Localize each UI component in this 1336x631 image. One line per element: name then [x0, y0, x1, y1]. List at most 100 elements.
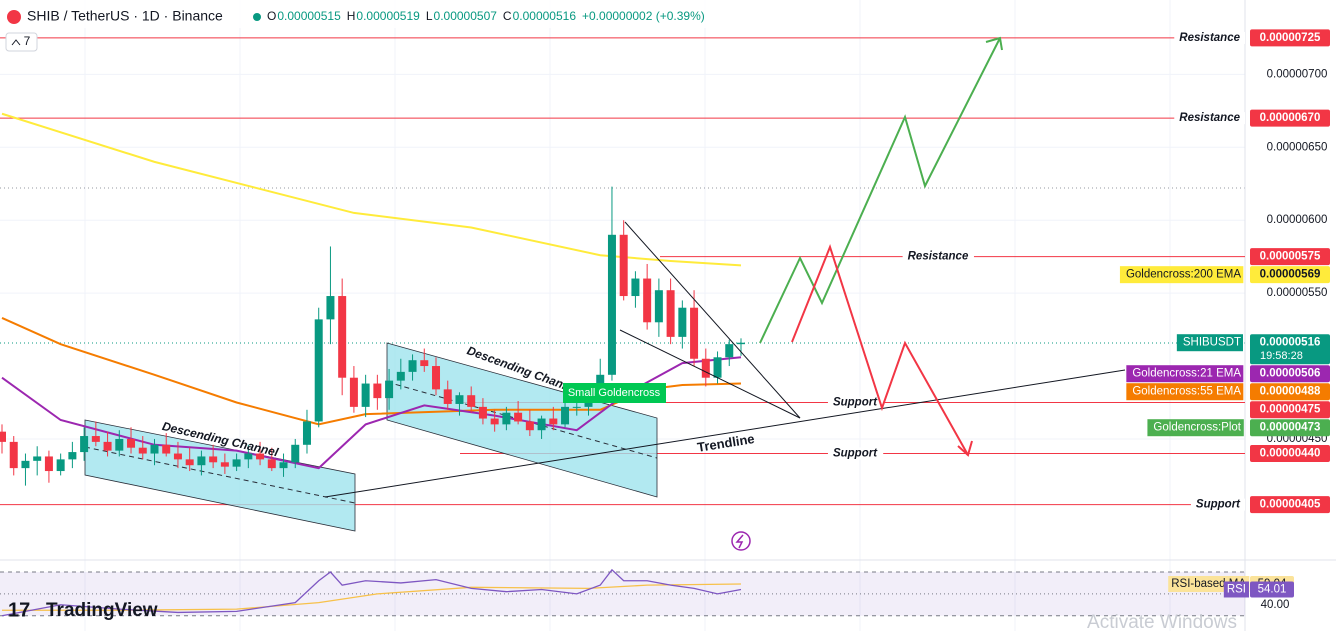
price-tag-label: 0.00000440 — [1260, 448, 1321, 460]
candle-body — [256, 453, 265, 460]
candle-body — [678, 307, 687, 337]
ohlc-value: 0.00000507 — [434, 9, 498, 23]
candle-body — [9, 441, 18, 469]
marker-name-bg — [1126, 365, 1244, 383]
event-icon[interactable] — [731, 531, 751, 551]
indicator-toggle[interactable] — [5, 32, 38, 52]
marker-name: Goldencross:Plot — [1153, 422, 1241, 434]
grid — [0, 0, 1245, 631]
candle-body — [338, 296, 347, 378]
y-tick-label: 0.00000550 — [1267, 287, 1328, 299]
symbol-logo — [7, 10, 21, 24]
candle-body — [525, 421, 534, 431]
candle-body — [56, 459, 65, 472]
ohlc-key: H — [347, 9, 356, 23]
price-tag — [1250, 365, 1330, 383]
candle-body — [197, 456, 206, 466]
level-name: Support — [1196, 499, 1241, 511]
candle-body — [80, 436, 89, 453]
price-tag — [1250, 383, 1330, 401]
candle-body — [572, 406, 581, 408]
candle-body — [443, 389, 452, 404]
price-tag-label: 0.00000670 — [1260, 112, 1321, 124]
candle-body — [725, 344, 734, 358]
price-tag-sub: 19:58:28 — [1260, 350, 1303, 362]
annotation-box — [563, 383, 666, 403]
candle-body — [385, 380, 394, 399]
candle-body — [420, 360, 429, 367]
candle-body — [561, 406, 570, 425]
price-tag-label: 0.00000473 — [1260, 422, 1321, 434]
brand-name: TradingView — [46, 600, 158, 621]
candle-body — [185, 459, 194, 466]
price-tag-label: 0.00000516 — [1260, 337, 1321, 349]
level-name: Resistance — [908, 251, 969, 263]
price-tag — [1250, 109, 1330, 127]
channel-mid — [386, 381, 658, 459]
bull-path — [759, 37, 1001, 344]
ohlc-key: O — [267, 9, 276, 23]
marker-name-bg — [1147, 419, 1244, 437]
candle-body — [21, 460, 30, 469]
rsi-name-bg — [1223, 581, 1249, 598]
candle-body — [103, 441, 112, 451]
candle-body — [666, 290, 675, 337]
candle-body — [314, 319, 323, 422]
candle-body — [220, 462, 229, 467]
price-tag — [1250, 266, 1330, 284]
price-tag — [1250, 419, 1330, 437]
price-tag — [1250, 248, 1330, 266]
candle-body — [209, 456, 218, 463]
level-name-bg — [1174, 31, 1245, 44]
ohlc-value: 0.00000519 — [356, 9, 420, 23]
status-dot — [253, 13, 261, 21]
channel-mid — [84, 446, 356, 504]
rsi-tag-label: 54.01 — [1258, 584, 1287, 596]
price-tag-label: 0.00000405 — [1260, 499, 1321, 511]
level-name-bg — [1174, 112, 1245, 125]
y-tick-label: 0.00000600 — [1267, 214, 1328, 226]
price-tag-label: 0.00000569 — [1260, 269, 1321, 281]
header-bg — [0, 0, 740, 28]
price-tag — [1250, 496, 1330, 514]
ohlc-value: 0.00000515 — [277, 9, 341, 23]
price-tag-label: 0.00000475 — [1260, 404, 1321, 416]
price-tags: 0.00000725 0.00000670 0.00000575 0.00000569… — [1119, 29, 1330, 514]
level-name: Resistance — [1179, 112, 1240, 124]
brand: 17 TradingView — [8, 599, 158, 621]
marker-name-bg — [1119, 266, 1244, 284]
ohlc-key: C — [503, 9, 512, 23]
candle-body — [514, 412, 523, 422]
level-name: Resistance — [1179, 32, 1240, 44]
price-tag-label: 0.00000488 — [1260, 386, 1321, 398]
candle-body — [654, 290, 663, 323]
candle-body — [643, 278, 652, 323]
price-tag — [1250, 29, 1330, 47]
candle-body — [467, 395, 476, 407]
wedge-line — [624, 221, 801, 419]
level-name-bg — [827, 447, 884, 460]
candle-body — [326, 296, 335, 320]
candle-body — [490, 418, 499, 425]
candle-body — [302, 421, 311, 445]
event-icon — [735, 534, 744, 549]
ema-line — [1, 317, 742, 426]
candle-body — [373, 383, 382, 399]
rsi-line — [2, 583, 741, 611]
levels: Resistance Resistance Resistance Support Sup… — [0, 31, 1245, 511]
rsi-name: RSI — [1227, 584, 1246, 596]
price-tag — [1250, 445, 1330, 463]
indicator-count: 7 — [24, 34, 31, 48]
marker-name: SHIBUSDT — [1183, 337, 1241, 349]
marker-name-bg — [1176, 334, 1243, 352]
candle-body — [408, 360, 417, 372]
price-tag — [1250, 401, 1330, 419]
price-tag-label: 0.00000725 — [1260, 32, 1321, 44]
candle-body — [361, 383, 370, 407]
candle-body — [127, 438, 136, 448]
candle-body — [138, 447, 147, 454]
rsi-tag — [1250, 581, 1294, 598]
ohlc: O 0.00000515 H 0.00000519 L 0.00000507 C 0.0000… — [267, 9, 705, 23]
candle-body — [478, 406, 487, 419]
